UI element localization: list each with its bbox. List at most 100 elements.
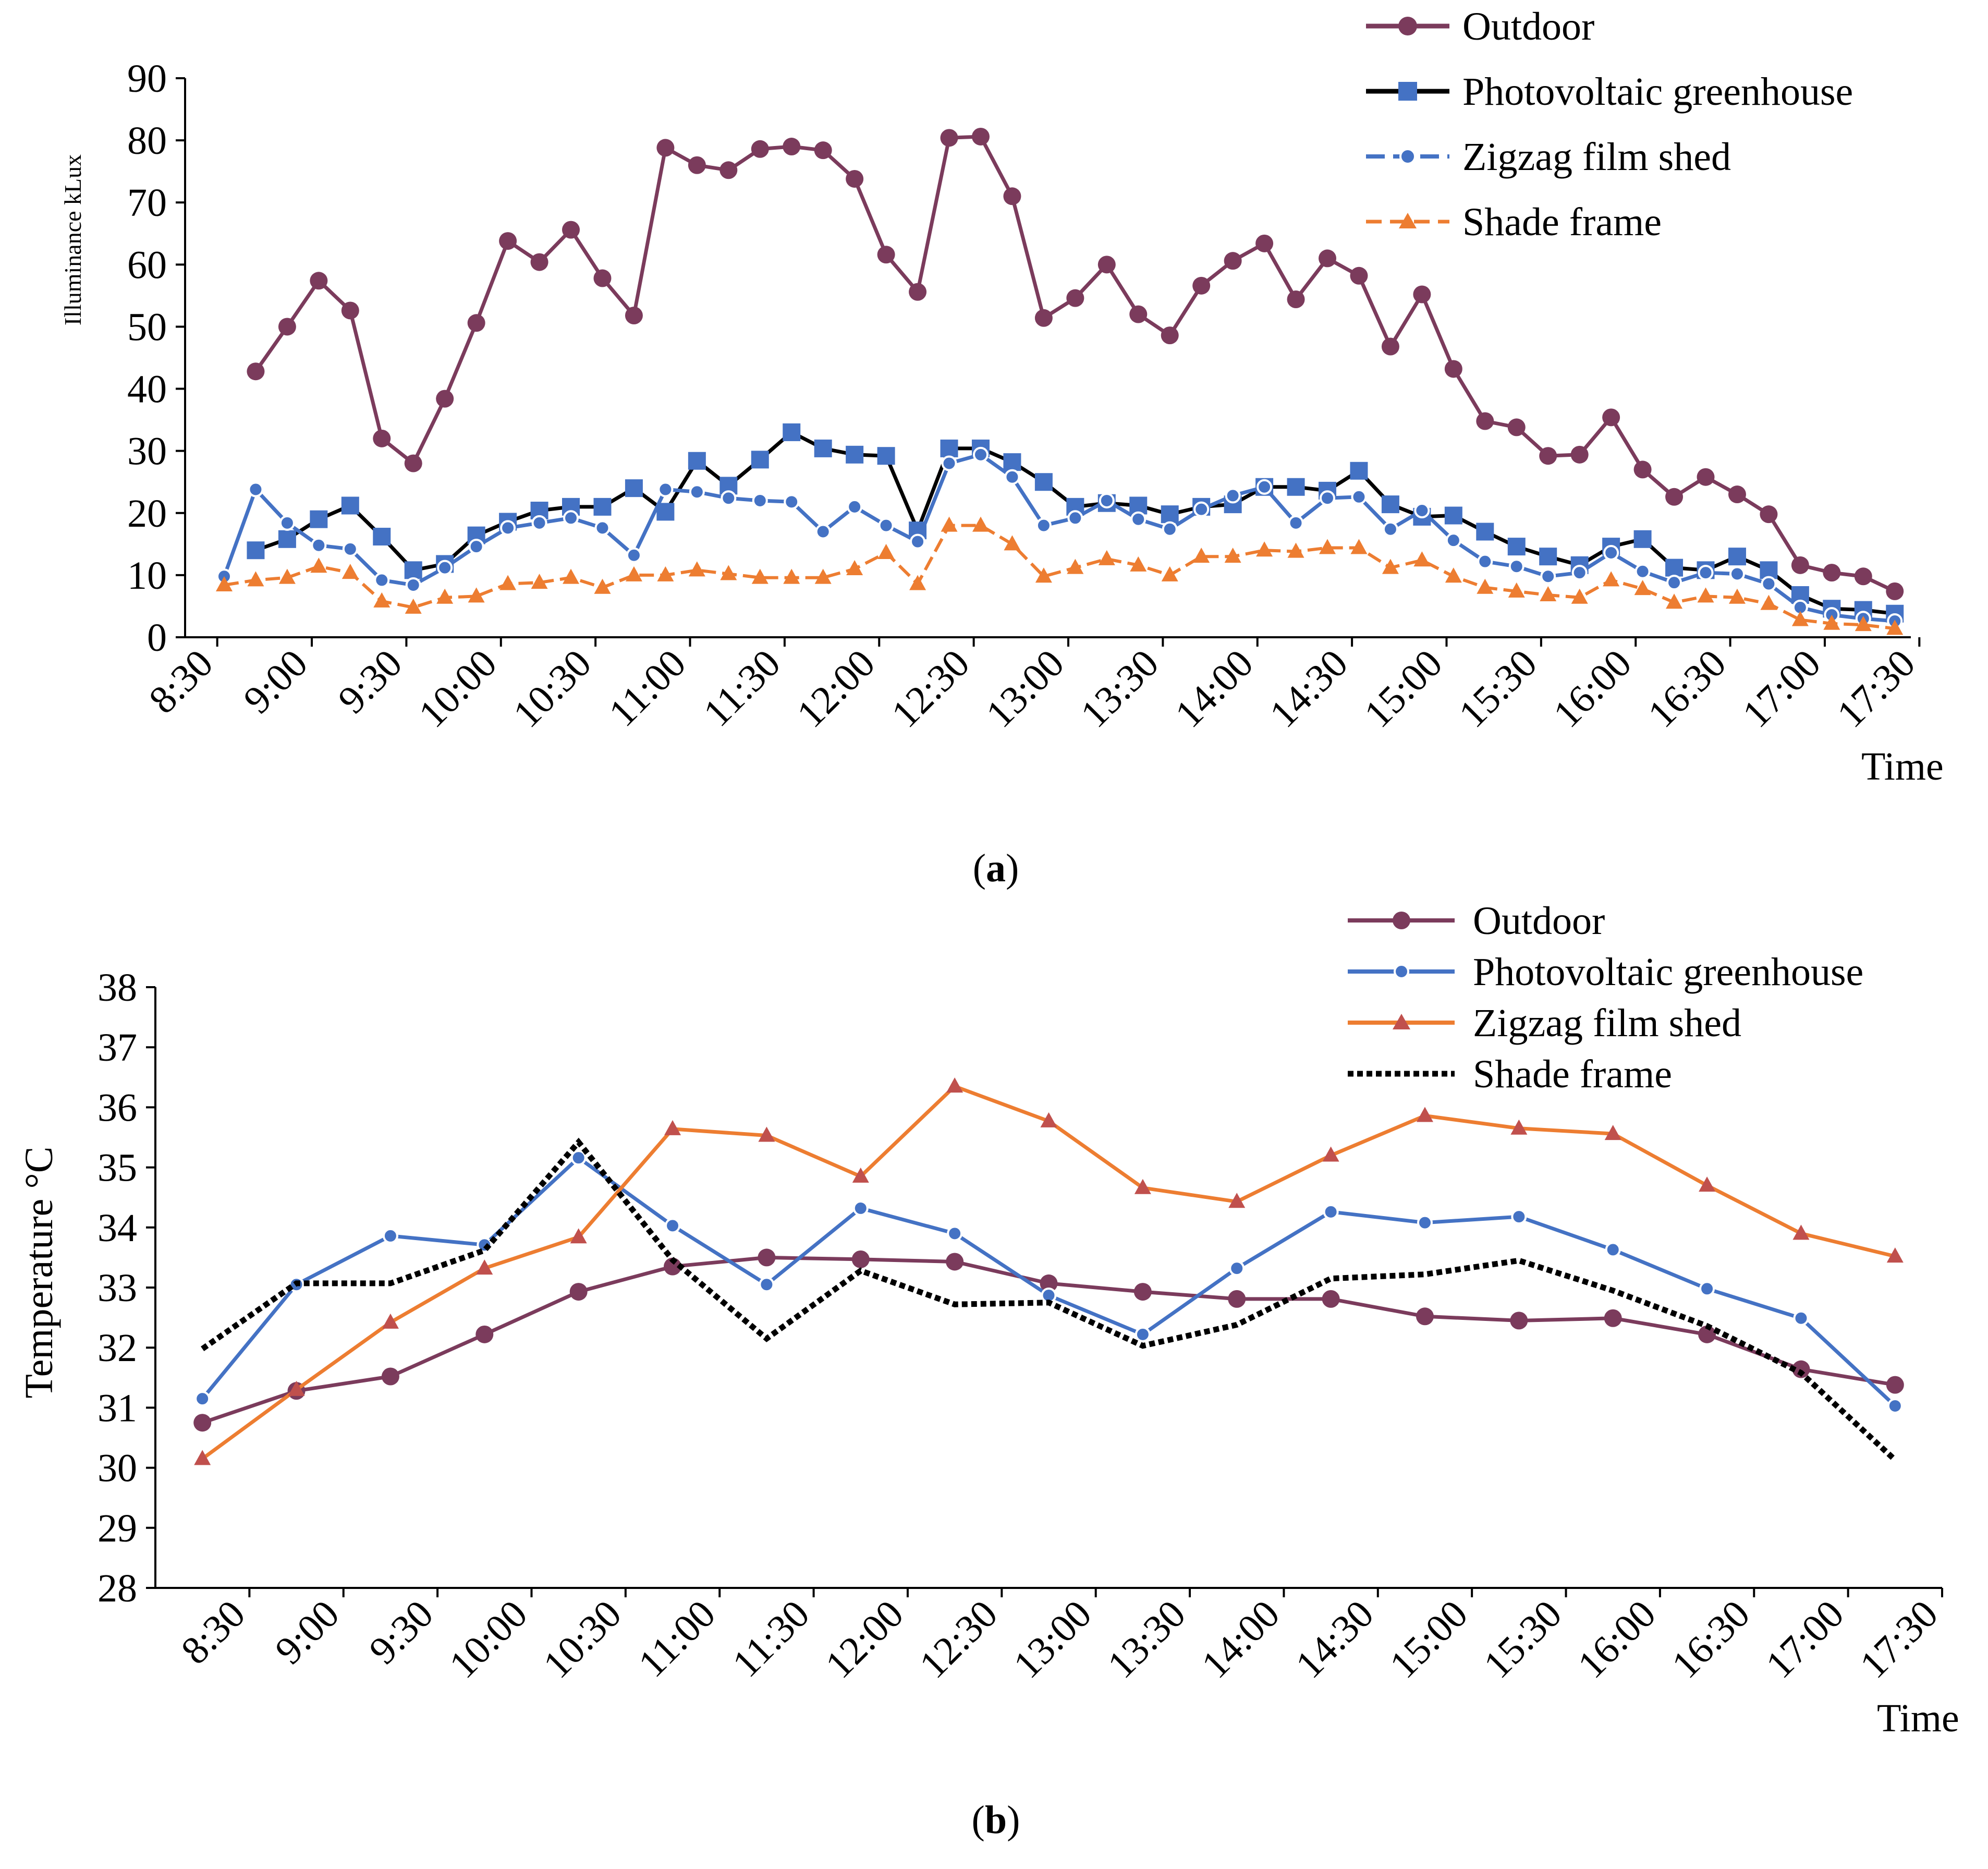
a-point-shade-frame [1760,594,1777,610]
a-point-shade-frame [373,592,391,608]
legend-b-photovoltaic-label: Photovoltaic greenhouse [1473,950,1863,994]
a-point-photovoltaic-greenhouse [1381,495,1399,514]
a-point-shade-frame [1445,567,1462,583]
a-point-zigzag-film-shed [1351,489,1367,505]
a-point-shade-frame [499,575,517,590]
a-point-shade-frame [1161,566,1178,581]
a-point-shade-frame [941,516,958,532]
a-point-outdoor [1728,486,1746,504]
a-point-zigzag-film-shed [594,520,611,536]
chart-a-series [215,127,1904,635]
a-point-shade-frame [1382,559,1399,574]
b-point-zigzag-film-shed [1040,1112,1057,1127]
chart-b-axes [146,986,1943,1597]
a-y-tick-label: 70 [127,181,167,225]
a-point-shade-frame [814,568,832,584]
a-point-photovoltaic-greenhouse [404,561,422,579]
legend-a-photovoltaic-label: Photovoltaic greenhouse [1462,70,1853,114]
b-point-zigzag-film-shed [1510,1119,1528,1135]
a-point-outdoor [593,269,612,287]
a-point-zigzag-film-shed [1698,565,1714,581]
b-y-tick-label: 38 [97,966,137,1010]
a-point-outdoor [814,141,832,160]
a-y-tick-label: 60 [127,243,167,287]
b-point-zigzag-film-shed [664,1120,681,1135]
chart-a-legend: Outdoor Photovoltaic greenhouse Zigzag f… [1366,5,1853,244]
a-point-zigzag-film-shed [437,560,453,576]
chart-a-caption: (a) [973,846,1019,890]
a-point-shade-frame [1823,614,1840,630]
legend-a-shade-marker [1399,213,1417,228]
a-point-outdoor [499,232,517,250]
b-point-outdoor [1604,1309,1622,1327]
a-point-zigzag-film-shed [657,481,674,497]
b-point-photovoltaic-greenhouse [852,1200,869,1216]
a-point-photovoltaic-greenhouse [940,439,958,457]
legend-a-shade: Shade frame [1366,200,1662,244]
a-point-shade-frame [1287,542,1304,558]
a-point-photovoltaic-greenhouse [1507,538,1526,556]
a-point-outdoor [1066,289,1084,307]
b-point-photovoltaic-greenhouse [1417,1215,1433,1231]
legend-a-shade-label: Shade frame [1462,200,1662,244]
a-point-photovoltaic-greenhouse [1444,506,1462,525]
a-point-photovoltaic-greenhouse [688,452,706,470]
a-point-outdoor [1287,290,1305,309]
a-y-tick-label: 40 [127,368,167,411]
a-point-zigzag-film-shed [1761,576,1777,592]
legend-a-photovoltaic: Photovoltaic greenhouse [1366,70,1853,114]
a-point-outdoor [751,140,769,158]
a-point-zigzag-film-shed [468,539,484,555]
legend-b-zigzag: Zigzag film shed [1348,1001,1741,1045]
a-point-shade-frame [1256,541,1273,557]
a-point-outdoor [404,454,422,472]
a-point-shade-frame [278,568,296,584]
a-point-zigzag-film-shed [1067,510,1083,526]
legend-b-photovoltaic: Photovoltaic greenhouse [1348,950,1863,994]
a-point-outdoor [310,272,328,290]
a-point-shade-frame [563,568,580,584]
a-point-outdoor [1602,408,1620,427]
a-point-shade-frame [1791,611,1809,626]
a-point-outdoor [467,314,485,332]
a-point-photovoltaic-greenhouse [1539,548,1557,566]
a-point-photovoltaic-greenhouse [625,479,643,497]
b-y-tick-label: 32 [97,1326,137,1370]
a-point-outdoor [877,246,895,264]
a-point-outdoor [1854,567,1872,586]
a-point-outdoor [1760,505,1778,524]
b-point-outdoor [475,1325,494,1343]
legend-b-outdoor-label: Outdoor [1473,899,1605,943]
a-point-outdoor [1507,418,1526,436]
a-point-zigzag-film-shed [248,481,264,497]
b-point-zigzag-film-shed [1604,1125,1621,1140]
a-point-shade-frame [688,561,705,577]
legend-b-shade: Shade frame [1348,1052,1672,1096]
a-point-photovoltaic-greenhouse [1476,523,1494,541]
a-point-outdoor [688,156,706,174]
legend-b-outdoor: Outdoor [1348,899,1605,943]
a-point-outdoor [1476,412,1494,430]
a-point-shade-frame [1319,539,1336,554]
a-point-zigzag-film-shed [847,499,863,515]
a-point-shade-frame [310,557,327,573]
a-point-outdoor [656,139,675,157]
b-point-photovoltaic-greenhouse [1887,1398,1903,1414]
b-point-outdoor [1792,1360,1810,1378]
b-point-zigzag-film-shed [1228,1193,1246,1208]
a-point-shade-frame [1477,578,1494,594]
a-point-zigzag-film-shed [1603,545,1619,561]
b-point-zigzag-film-shed [946,1077,963,1093]
a-point-shade-frame [657,566,674,581]
b-point-zigzag-film-shed [1416,1107,1433,1122]
a-point-outdoor [1570,445,1589,464]
b-y-tick-label: 29 [97,1507,137,1550]
b-y-tick-label: 35 [97,1146,137,1190]
a-point-outdoor [1224,252,1242,270]
a-point-photovoltaic-greenhouse [373,528,391,546]
a-point-shade-frame [877,544,895,560]
a-point-outdoor [625,307,643,325]
a-point-shade-frame [1035,567,1052,583]
a-point-zigzag-film-shed [784,494,800,510]
